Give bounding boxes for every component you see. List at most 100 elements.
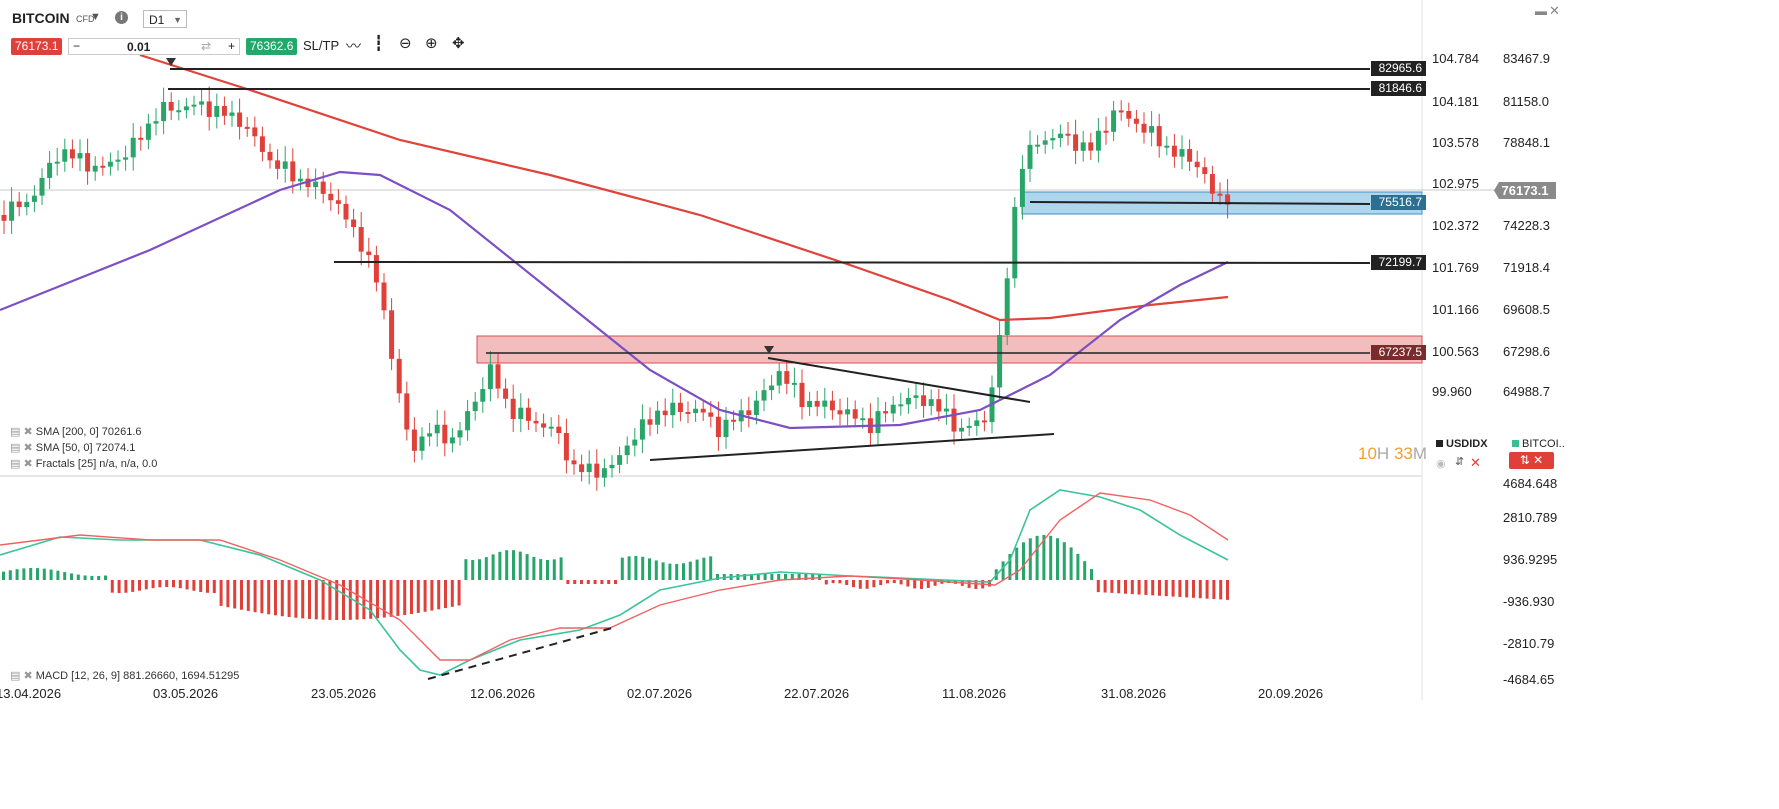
sell-price-button[interactable]: 76173.1 <box>11 38 63 55</box>
candle-body <box>837 410 843 415</box>
candle-body <box>791 382 797 385</box>
candle-body <box>1027 144 1033 169</box>
candle-body <box>860 418 866 421</box>
macd-histogram-bar <box>913 580 917 589</box>
minimize-icon[interactable]: ▬ <box>1535 4 1547 18</box>
candle-body <box>244 126 250 129</box>
candle-body <box>753 400 759 415</box>
macd-histogram-bar <box>423 580 427 612</box>
candle-body <box>1149 126 1155 133</box>
candle-body <box>1187 149 1193 162</box>
symbol-dropdown-icon[interactable]: ▼ <box>90 11 101 23</box>
candle-body <box>47 162 53 178</box>
macd-histogram-bar <box>42 568 46 580</box>
macd-histogram-bar <box>525 554 529 580</box>
line-chart-icon[interactable]: 〰 <box>346 38 362 55</box>
symbol-name[interactable]: BITCOIN <box>12 10 70 26</box>
macd-histogram-bar <box>63 572 67 580</box>
legend-fractals[interactable]: ▤ ✖ Fractals [25] n/a, n/a, 0.0 <box>10 458 158 470</box>
macd-histogram-bar <box>172 580 175 588</box>
macd-histogram-bar <box>464 559 468 580</box>
macd-histogram-bar <box>8 570 12 580</box>
macd-histogram-bar <box>1049 535 1053 580</box>
price-tick-label: 71918.4 <box>1503 260 1550 275</box>
macd-histogram-bar <box>709 556 713 580</box>
legend-sma50[interactable]: ▤ ✖ SMA [50, 0] 72074.1 <box>10 442 136 454</box>
macd-histogram-bar <box>1164 580 1168 597</box>
reorder-icon[interactable]: ⇵ <box>1455 456 1465 468</box>
quantity-value[interactable]: 0.01 <box>127 40 151 54</box>
candle-body <box>176 110 182 113</box>
macd-histogram-bar <box>355 580 359 620</box>
date-tick-label: 20.09.2026 <box>1258 686 1324 701</box>
remove-bitcoin-button[interactable]: ⇅ ✕ <box>1509 452 1554 469</box>
compare-bitcoin[interactable]: BITCOI.. <box>1512 438 1565 450</box>
date-tick-label: 02.07.2026 <box>627 686 693 701</box>
level-price-tag: 72199.7 <box>1371 255 1426 270</box>
candle-body <box>396 358 402 394</box>
candle-body <box>366 251 372 256</box>
macd-histogram-bar <box>15 569 19 580</box>
macd-histogram-bar <box>1151 580 1155 596</box>
price-tick-label: 64988.7 <box>1503 384 1550 399</box>
usdidx-tick-label: 100.563 <box>1432 344 1479 359</box>
zoom-out-icon[interactable]: ⊖ <box>399 35 412 52</box>
candle-body <box>153 121 159 124</box>
candle-body <box>442 424 448 444</box>
macd-histogram-bar <box>1178 580 1182 598</box>
macd-histogram-bar <box>756 574 760 580</box>
candle-type-icon[interactable]: ┇ <box>374 35 384 52</box>
visibility-icon[interactable]: ◉ <box>1436 458 1446 470</box>
macd-histogram-bar <box>29 568 33 580</box>
candle-body <box>351 219 357 228</box>
price-tick-label: 74228.3 <box>1503 218 1550 233</box>
compare-usdidx[interactable]: USDIDX <box>1436 438 1488 450</box>
candle-body <box>890 404 896 414</box>
candle-body <box>708 412 714 417</box>
fractal-arrow <box>166 58 176 66</box>
macd-histogram-bar <box>144 580 148 590</box>
macd-histogram-bar <box>675 563 679 580</box>
decrease-qty-button[interactable]: − <box>73 39 81 53</box>
macd-histogram-bar <box>879 580 883 586</box>
macd-histogram-bar <box>1028 538 1032 580</box>
candle-body <box>1012 206 1018 279</box>
timeframe-select[interactable]: D1 ▼ <box>143 10 187 28</box>
candle-body <box>9 201 15 221</box>
zoom-in-icon[interactable]: ⊕ <box>425 35 438 52</box>
remove-compare-icon[interactable]: ✕ <box>1470 455 1481 470</box>
swap-icon[interactable]: ⇄ <box>201 39 212 53</box>
quantity-stepper[interactable]: − 0.01 ⇄ + <box>68 38 240 55</box>
candle-body <box>297 178 303 182</box>
candles-layer <box>1 86 1231 491</box>
candle-body <box>1035 144 1041 147</box>
info-icon[interactable]: i <box>115 11 128 24</box>
candle-body <box>693 408 699 414</box>
macd-histogram-bar <box>518 551 522 580</box>
macd-histogram-bar <box>321 580 325 620</box>
macd-histogram-bar <box>716 574 719 580</box>
candle-body <box>214 106 220 117</box>
macd-histogram-bar <box>212 580 216 593</box>
sltp-button[interactable]: SL/TP <box>303 38 340 53</box>
candle-body <box>1073 134 1079 151</box>
triangle-upper-line <box>767 357 1031 403</box>
candle-body <box>1141 123 1147 133</box>
macd-histogram-bar <box>763 574 767 580</box>
macd-histogram-bar <box>287 580 291 618</box>
legend-sma200[interactable]: ▤ ✖ SMA [200, 0] 70261.6 <box>10 426 142 438</box>
candle-body <box>107 161 113 167</box>
legend-macd[interactable]: ▤ ✖ MACD [12, 26, 9] 881.26660, 1694.512… <box>10 670 240 682</box>
buy-price-button[interactable]: 76362.6 <box>246 38 298 55</box>
date-tick-label: 22.07.2026 <box>784 686 850 701</box>
move-icon[interactable]: ✥ <box>452 35 465 52</box>
macd-histogram-bar <box>988 580 991 587</box>
candle-body <box>161 101 167 122</box>
macd-histogram-bar <box>484 557 488 580</box>
close-icon[interactable]: ✕ <box>1549 3 1560 18</box>
macd-histogram-bar <box>151 580 155 589</box>
macd-histogram-bar <box>777 574 781 580</box>
increase-qty-button[interactable]: + <box>228 39 236 53</box>
candle-body <box>1095 130 1101 151</box>
